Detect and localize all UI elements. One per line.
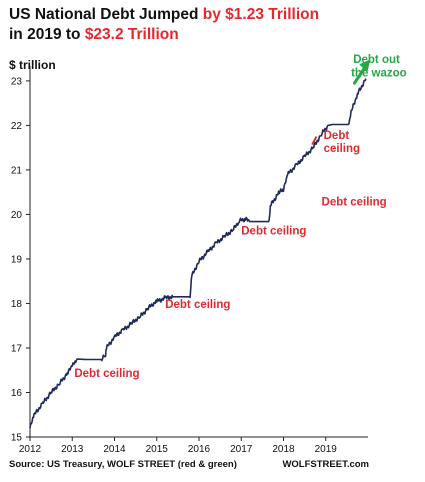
footer-brand: WOLFSTREET.com xyxy=(282,459,369,470)
y-tick-label: 16 xyxy=(11,388,23,399)
y-tick-label: 18 xyxy=(11,299,23,310)
title-part-1: US National Debt Jumped xyxy=(9,6,203,23)
y-tick-label: 21 xyxy=(11,165,23,176)
annotation-label: Debt xyxy=(324,130,350,142)
chart-title: US National Debt Jumped by $1.23 Trillio… xyxy=(9,5,339,45)
x-tick-label: 2014 xyxy=(103,444,126,455)
title-part-4: $23.2 Trillion xyxy=(84,26,179,43)
y-tick-label: 22 xyxy=(11,121,23,132)
annotation-label: Debt ceiling xyxy=(241,225,306,237)
title-part-3: in 2019 to xyxy=(9,26,85,43)
annotation-label: ceiling xyxy=(324,143,360,155)
x-tick-label: 2013 xyxy=(61,444,84,455)
annotation-label: Debt ceiling xyxy=(322,197,387,209)
y-tick-label: 19 xyxy=(11,254,23,265)
y-tick-label: 20 xyxy=(11,210,23,221)
y-axis-unit-label: $ trillion xyxy=(9,58,56,72)
title-part-2: by $1.23 Trillion xyxy=(202,6,320,23)
x-tick-label: 2019 xyxy=(315,444,338,455)
green-arrow-head xyxy=(359,59,371,73)
annotation-label: Debt ceiling xyxy=(74,368,139,380)
annotation-label: Debt ceiling xyxy=(165,299,230,311)
x-tick-label: 2017 xyxy=(230,444,253,455)
x-tick-label: 2015 xyxy=(146,444,169,455)
debt-ceiling-marker xyxy=(311,136,318,146)
y-tick-label: 15 xyxy=(11,433,23,444)
debt-series-line xyxy=(29,78,367,429)
x-tick-label: 2012 xyxy=(19,444,42,455)
y-tick-label: 17 xyxy=(11,343,23,354)
footer-source: Source: US Treasury, WOLF STREET (red & … xyxy=(9,459,237,470)
x-tick-label: 2018 xyxy=(272,444,295,455)
x-tick-label: 2016 xyxy=(188,444,211,455)
annotation-label: the wazoo xyxy=(351,67,407,79)
y-tick-label: 23 xyxy=(11,76,23,87)
